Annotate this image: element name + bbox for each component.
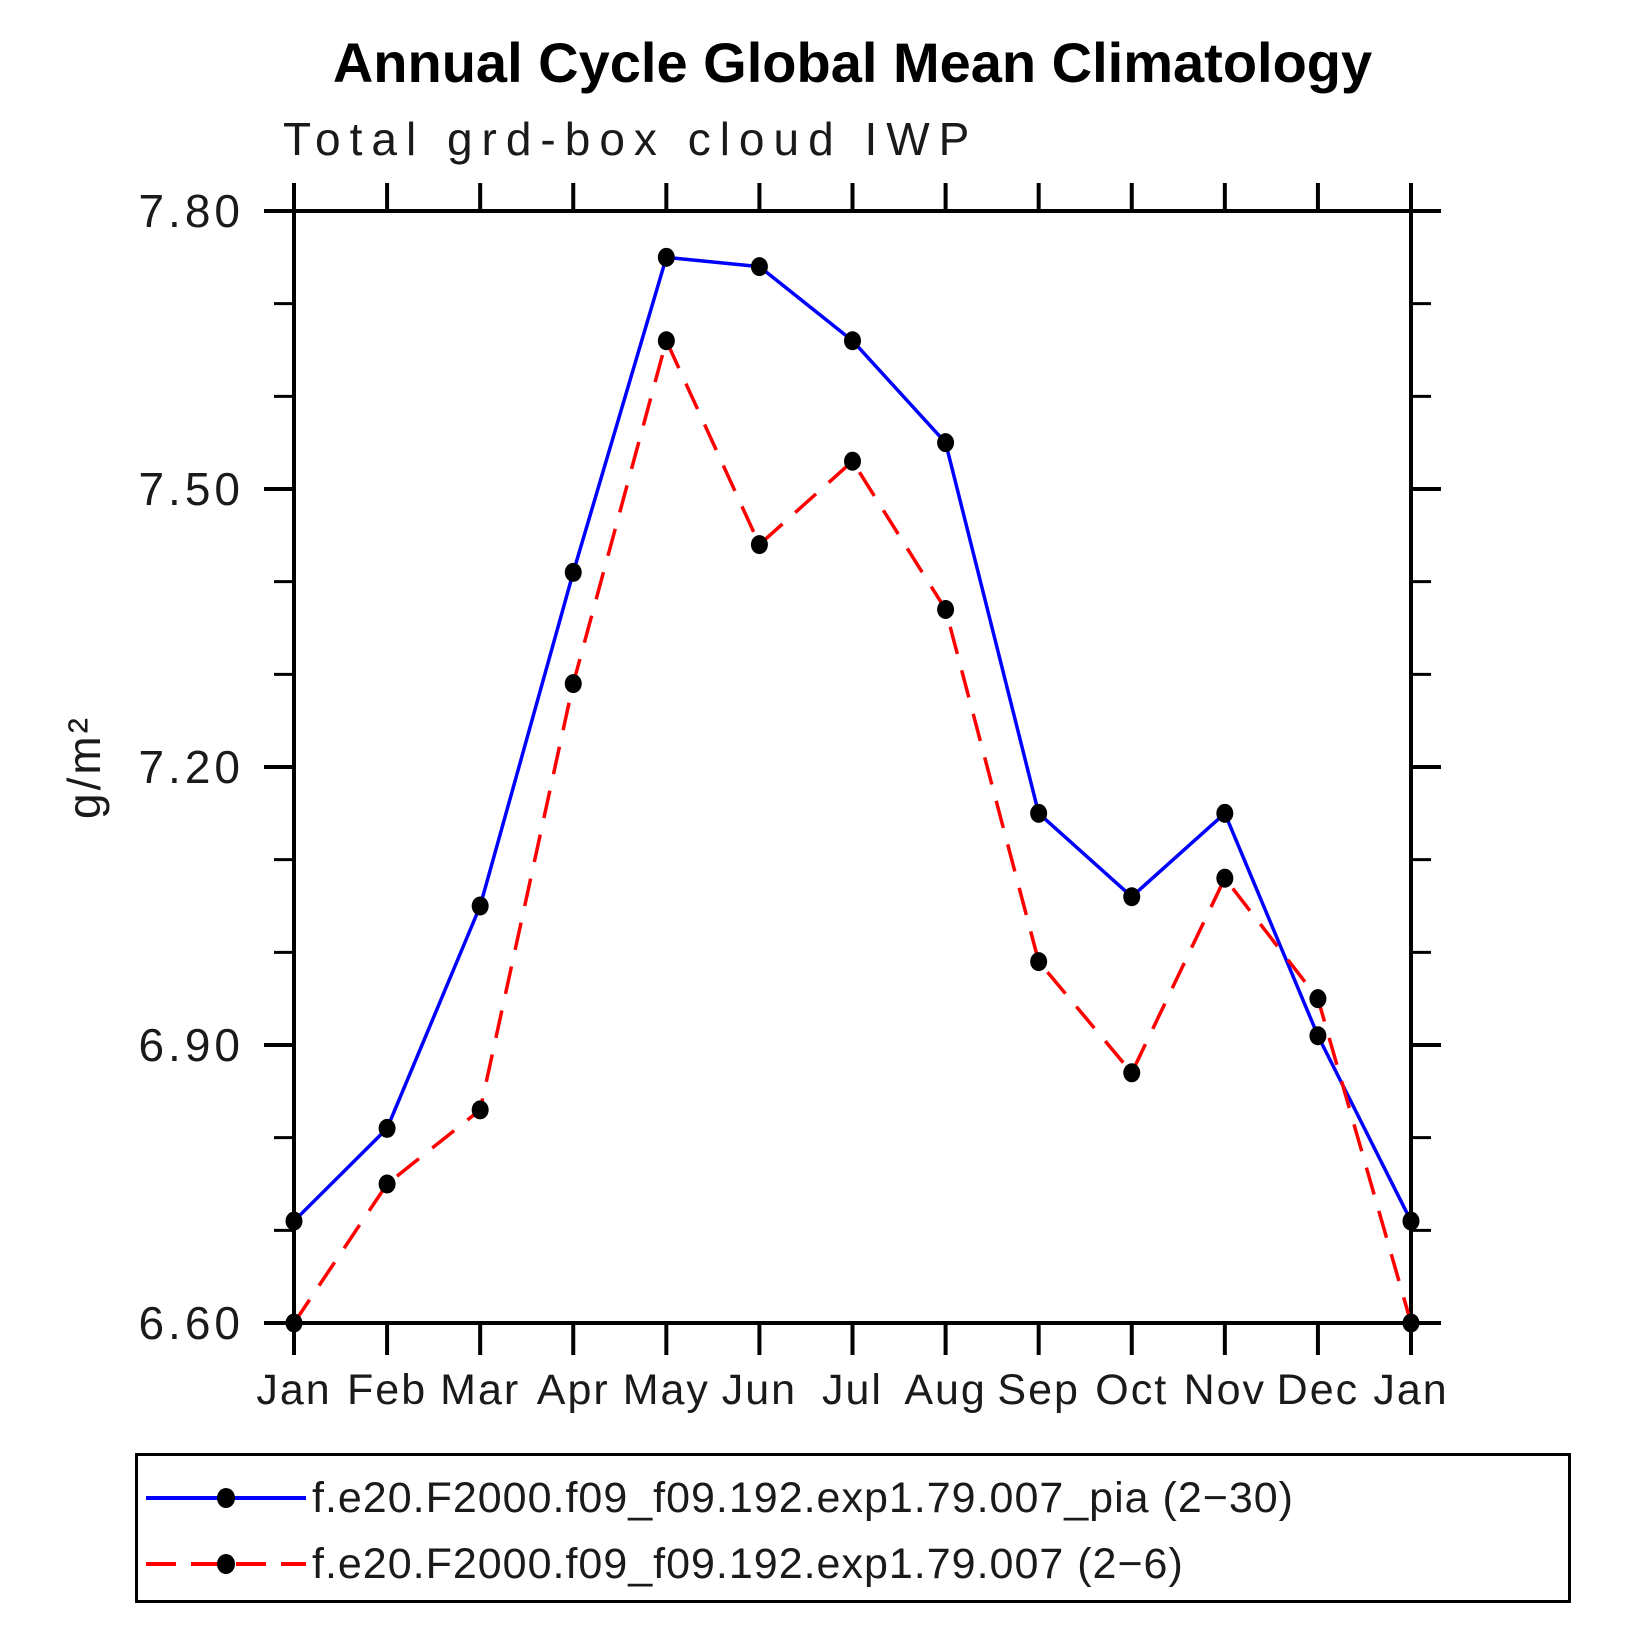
data-point-marker (1030, 803, 1048, 823)
legend-box: f.e20.F2000.f09_f09.192.exp1.79.007_pia … (135, 1453, 1571, 1603)
data-point-marker (1216, 803, 1234, 823)
y-tick-label: 7.50 (138, 463, 244, 515)
data-point-marker (1030, 952, 1048, 972)
legend-row: f.e20.F2000.f09_f09.192.exp1.79.007 (2−6… (146, 1536, 1184, 1592)
data-point-marker (750, 535, 768, 555)
x-tick-label: Oct (1095, 1366, 1168, 1414)
x-tick-label: Jun (722, 1366, 797, 1414)
data-point-marker (937, 433, 955, 453)
legend-row: f.e20.F2000.f09_f09.192.exp1.79.007_pia … (146, 1470, 1294, 1526)
x-tick-label: Feb (347, 1366, 427, 1414)
data-point-marker (564, 674, 582, 694)
data-point-marker (1402, 1211, 1420, 1231)
data-point-marker (285, 1211, 303, 1231)
data-point-marker (657, 247, 675, 267)
x-tick-label: Dec (1277, 1366, 1359, 1414)
data-point-marker (285, 1313, 303, 1333)
x-tick-label: Aug (904, 1366, 987, 1414)
data-point-marker (1309, 1026, 1327, 1046)
y-tick-label: 7.80 (138, 185, 244, 237)
data-point-marker (564, 562, 582, 582)
x-tick-label: Apr (537, 1366, 610, 1414)
data-point-marker (657, 331, 675, 351)
legend-label: f.e20.F2000.f09_f09.192.exp1.79.007 (2−6… (312, 1539, 1184, 1588)
y-tick-label: 6.90 (138, 1019, 244, 1071)
x-tick-label: Nov (1184, 1366, 1266, 1414)
data-point-marker (378, 1174, 396, 1194)
data-point-marker (1123, 887, 1141, 907)
x-tick-label: Jan (256, 1366, 331, 1414)
y-tick-label: 6.60 (138, 1297, 244, 1349)
data-point-marker (1216, 868, 1234, 888)
y-tick-label: 7.20 (138, 741, 244, 793)
data-point-marker (1402, 1313, 1420, 1333)
data-point-marker (844, 331, 861, 351)
data-point-marker (471, 1100, 489, 1120)
data-point-marker (750, 257, 768, 277)
plot-frame (292, 209, 1413, 1325)
legend-swatch (146, 1488, 306, 1508)
x-tick-label: May (623, 1366, 710, 1414)
legend-label: f.e20.F2000.f09_f09.192.exp1.79.007_pia … (312, 1473, 1295, 1522)
legend-marker-icon (217, 1488, 235, 1508)
data-point-marker (937, 599, 955, 619)
data-point-marker (378, 1118, 396, 1138)
series-line-0 (292, 255, 1413, 1223)
data-point-marker (1309, 989, 1327, 1009)
x-tick-label: Mar (440, 1366, 520, 1414)
chart-title: Annual Cycle Global Mean Climatology (332, 31, 1373, 94)
x-tick-label: Sep (997, 1366, 1080, 1414)
series-line-1 (292, 338, 1413, 1324)
chart-subtitle: Total grd-box cloud IWP (283, 113, 979, 165)
data-point-marker (1123, 1063, 1141, 1083)
legend-swatch (146, 1554, 306, 1574)
x-tick-label: Jan (1373, 1366, 1448, 1414)
data-point-marker (471, 896, 489, 916)
x-tick-label: Jul (822, 1366, 883, 1414)
data-point-marker (844, 451, 861, 471)
legend-marker-icon (217, 1554, 235, 1574)
y-axis-label: g/m² (58, 715, 110, 819)
